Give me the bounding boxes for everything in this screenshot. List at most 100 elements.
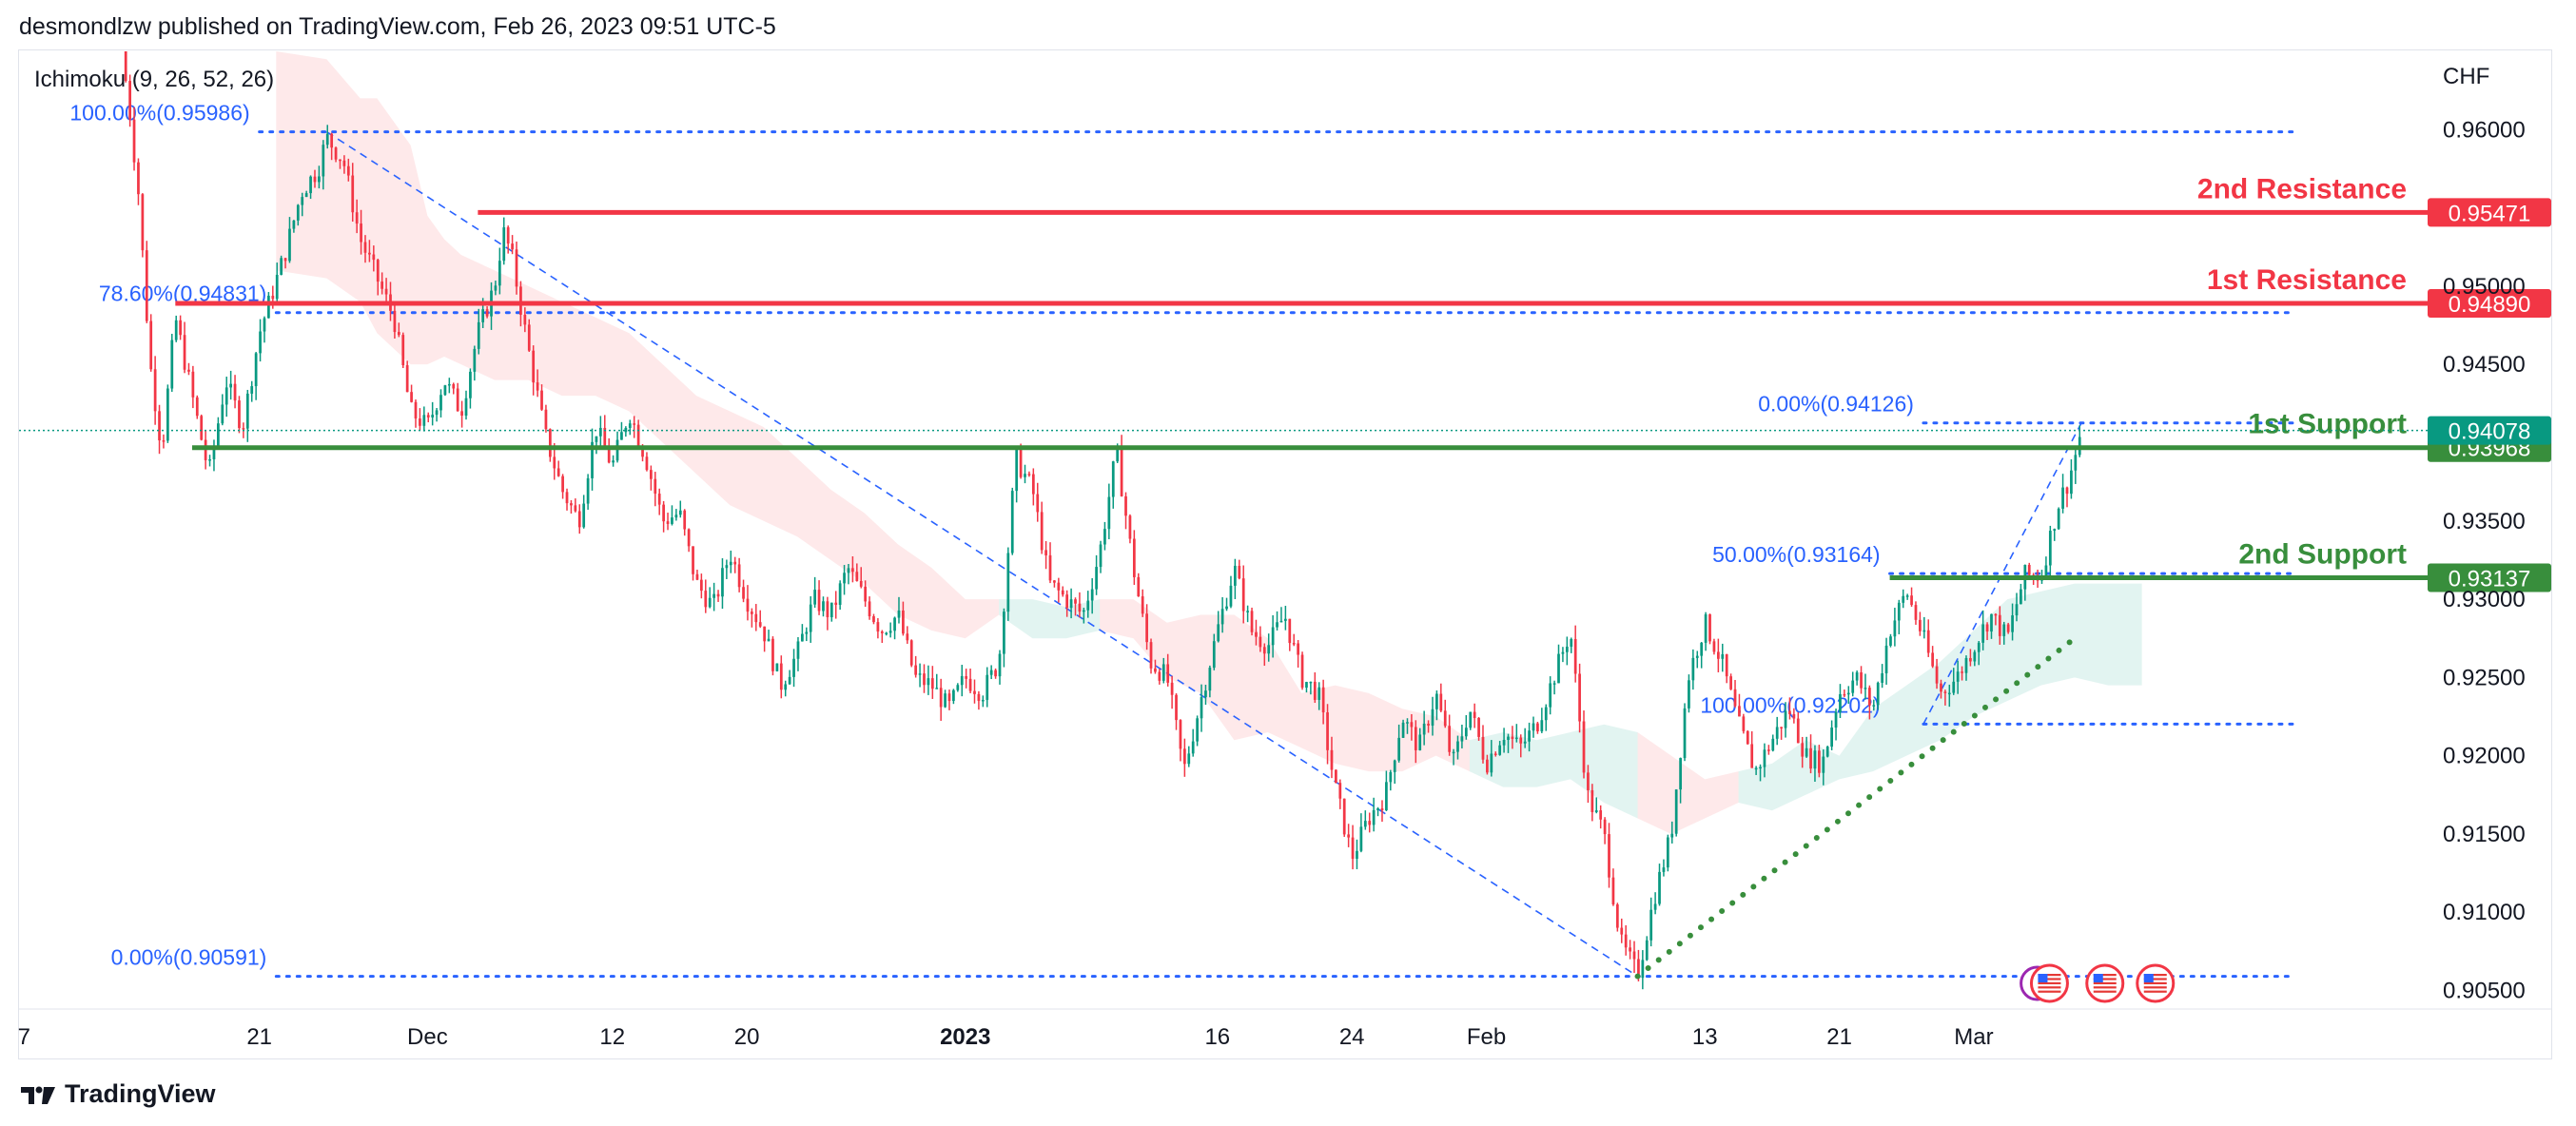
candle-down	[704, 591, 708, 608]
candle-up	[1759, 767, 1762, 769]
candle-up	[1691, 657, 1695, 681]
candle-up	[301, 197, 304, 205]
candle-up	[775, 663, 779, 671]
candle-down	[1154, 668, 1157, 672]
candle-up	[431, 415, 435, 417]
candle-up	[318, 176, 321, 183]
candle-up	[1905, 595, 1909, 597]
candle-up	[1464, 728, 1468, 737]
candle-up	[1864, 688, 1867, 689]
us-flag-icon	[2085, 963, 2125, 1003]
cloud-segment	[999, 599, 1101, 639]
time-tick-label: 13	[1692, 1024, 1718, 1050]
level-label: 2nd Resistance	[2197, 173, 2407, 204]
candle-down	[132, 119, 136, 163]
candle-up	[1775, 727, 1779, 739]
candle-down	[1288, 618, 1292, 644]
candle-down	[1145, 613, 1148, 643]
price-tick-label: 0.95000	[2443, 274, 2526, 300]
candle-up	[1200, 697, 1203, 719]
candle-up	[1116, 445, 1120, 462]
candle-down	[1443, 710, 1447, 727]
candle-down	[1708, 614, 1711, 642]
candle-up	[595, 436, 598, 442]
candle-up	[1099, 544, 1103, 568]
candle-down	[716, 593, 720, 597]
candle-up	[1889, 636, 1892, 646]
candle-up	[1204, 690, 1207, 698]
trendline-dotted	[1634, 635, 2078, 980]
candle-down	[1629, 947, 1631, 952]
candle-up	[2074, 455, 2078, 471]
candle-up	[1267, 645, 1271, 654]
us-flag-stripe	[2038, 978, 2061, 980]
candle-down	[1137, 576, 1141, 597]
candle-down	[1599, 810, 1603, 820]
candle-down	[1380, 808, 1384, 810]
candle-up	[1666, 837, 1669, 868]
candle-up	[829, 602, 833, 618]
candle-up	[801, 633, 804, 642]
candle-down	[1241, 578, 1245, 612]
candle-down	[1297, 643, 1299, 655]
candle-up	[170, 340, 174, 389]
candle-down	[2006, 624, 2010, 632]
candle-down	[1493, 753, 1497, 755]
fib-level-label: 0.00%(0.94126)	[1758, 392, 1914, 417]
cloud-segment	[1637, 731, 1739, 834]
candle-up	[1557, 653, 1560, 684]
candle-up	[1528, 730, 1531, 742]
candle-up	[1902, 595, 1905, 603]
trendlines	[1634, 635, 2078, 980]
candle-down	[742, 587, 745, 599]
tradingview-logo-icon	[19, 1083, 57, 1106]
candle-down	[1926, 630, 1930, 653]
candle-up	[473, 348, 477, 372]
candle-down	[645, 456, 649, 471]
candle-down	[1733, 689, 1737, 707]
candle-up	[280, 258, 283, 275]
indicator-legend[interactable]: Ichimoku (9, 26, 52, 26)	[34, 67, 275, 92]
candle-down	[414, 401, 418, 419]
candle-up	[1834, 711, 1838, 728]
candle-down	[687, 529, 691, 547]
candle-down	[1519, 737, 1523, 744]
candle-down	[851, 568, 854, 573]
candle-up	[624, 427, 628, 433]
candle-up	[897, 610, 901, 618]
candle-up	[443, 385, 447, 396]
candle-down	[242, 428, 245, 430]
candle-up	[1191, 741, 1195, 754]
candle-down	[1166, 664, 1170, 683]
candle-up	[674, 514, 678, 518]
candle-down	[187, 369, 190, 372]
candle-up	[721, 568, 724, 597]
level-price-label: 0.95471	[2449, 201, 2531, 226]
candle-up	[1003, 612, 1005, 654]
candle-up	[620, 432, 623, 440]
candle-up	[1561, 651, 1565, 654]
candle-down	[1738, 706, 1741, 717]
candle-down	[1742, 716, 1746, 731]
candle-up	[439, 395, 442, 411]
candle-down	[401, 335, 405, 366]
candle-down	[561, 476, 564, 493]
candle-down	[1031, 474, 1035, 495]
candle-up	[1670, 833, 1674, 838]
level-label: 1st Resistance	[2207, 264, 2407, 296]
candle-down	[876, 622, 880, 632]
candle-down	[372, 254, 376, 261]
candle-down	[426, 415, 430, 417]
us-flag-stripe	[2038, 981, 2061, 984]
candle-up	[1674, 789, 1678, 834]
tradingview-logo[interactable]: TradingView	[19, 1079, 216, 1109]
candle-up	[1090, 589, 1094, 601]
candle-down	[346, 165, 350, 176]
candle-down	[817, 590, 821, 612]
candle-down	[1796, 718, 1800, 744]
candle-down	[1255, 631, 1258, 637]
candle-up	[464, 398, 468, 417]
cloud-segment	[276, 51, 1000, 639]
candle-up	[1679, 758, 1682, 790]
